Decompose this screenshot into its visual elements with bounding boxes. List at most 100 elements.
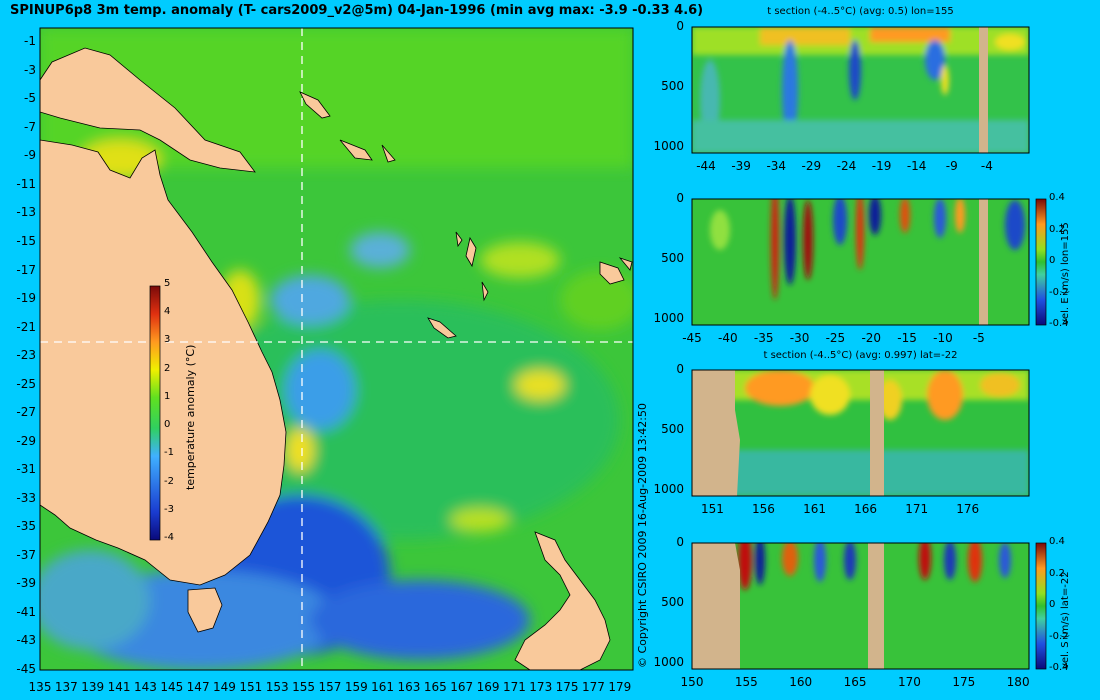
vel-s-lat-22-colorbar-tick: 0.2: [1049, 567, 1065, 579]
map-ytick: -21: [16, 319, 36, 334]
map-xtick: 177: [582, 680, 605, 694]
t-section-lat-22-ytick: 500: [661, 422, 684, 436]
vel-s-lat-22-xtick: 150: [680, 675, 704, 689]
vel-e-lon155-xtick: -20: [861, 331, 882, 345]
map-xtick: 171: [502, 680, 526, 694]
map-xtick: 143: [133, 680, 157, 694]
map-colorbar-tick: 3: [164, 334, 171, 346]
t2-land: [870, 370, 884, 496]
t1-land: [979, 27, 988, 153]
map-xtick: 149: [213, 680, 236, 694]
panel-vel-e-lon155: [691, 198, 1047, 326]
vel-s-colorbar: [1035, 542, 1047, 670]
vel-e-lon155-xtick: -5: [972, 331, 985, 345]
vel-e-lon155-colorbar-tick: 0.2: [1049, 223, 1065, 235]
t-section-lon155-xtick: -9: [945, 159, 958, 173]
t-section-lon155-ytick: 1000: [653, 139, 684, 153]
vel-e-lon155-colorbar-tick: 0: [1049, 255, 1056, 266]
t-section-lon155-ytick: 0: [676, 19, 684, 33]
map-ytick: -31: [16, 462, 36, 477]
map-colorbar-tick: 2: [164, 362, 171, 374]
vel-s-lat-22-xtick: 165: [843, 675, 867, 689]
map-colorbar-tick: 1: [164, 390, 171, 402]
australia: [40, 139, 287, 586]
t-section-lat-22-xtick: 171: [905, 502, 929, 516]
vel-s-lat-22-colorbar-tick: -0.2: [1049, 630, 1069, 642]
map-xtick: 153: [265, 680, 289, 694]
vel-s-lat-22-xtick: 155: [734, 675, 758, 689]
map-xtick: 169: [476, 680, 500, 694]
map-colorbar-tick: -1: [164, 447, 174, 459]
map-ytick: -3: [24, 62, 36, 77]
panel-t-section-lat-22: [691, 369, 1030, 497]
panel3-title: t section (-4..5°C) (avg: 0.997) lat=-22: [763, 350, 958, 361]
map-ytick: -41: [16, 604, 36, 619]
map-xtick: 159: [344, 680, 368, 694]
t-section-lat-22-ytick: 0: [676, 362, 684, 376]
map-xtick: 157: [318, 680, 342, 694]
map-xtick: 173: [529, 680, 553, 694]
map-colorbar-label: temperature anomaly (°C): [184, 344, 197, 490]
vel-s-lat-22-ytick: 0: [676, 535, 684, 549]
map-xtick: 139: [81, 680, 105, 694]
t-section-lon155-xtick: -19: [871, 159, 892, 173]
vel-s-lat-22-ytick: 1000: [653, 655, 684, 669]
new-zealand: [514, 531, 611, 670]
new-guinea: [40, 47, 256, 173]
map-ytick: -39: [16, 576, 36, 591]
copyright: © Copyright CSIRO 2009 16-Aug-2009 13:42…: [636, 402, 649, 668]
map-ytick: -25: [16, 376, 36, 391]
map-xtick: 147: [186, 680, 210, 694]
t-section-lon155-xtick: -4: [980, 159, 993, 173]
map-ytick: -45: [16, 662, 36, 676]
v1-land: [979, 199, 988, 325]
vel-e-lon155-ytick: 1000: [653, 311, 684, 325]
map-colorbar-tick: 4: [164, 306, 171, 318]
vel-e-lon155-xtick: -25: [825, 331, 846, 345]
vel-e-lon155-ytick: 0: [676, 191, 684, 205]
vel-e-lon155-xtick: -40: [718, 331, 738, 345]
map-ytick: -17: [16, 262, 36, 277]
map-colorbar-tick: 5: [164, 278, 171, 289]
map-ytick: -37: [16, 547, 36, 562]
map-colorbar: [149, 285, 161, 541]
map-ytick: -9: [24, 148, 36, 163]
vel-e-colorbar: [1035, 198, 1047, 326]
map-ytick: -33: [16, 490, 36, 505]
t-section-lat-22-xtick: 161: [803, 502, 826, 516]
map-frame: [39, 27, 634, 671]
vel-e-lon155-colorbar-tick: -0.4: [1049, 318, 1069, 329]
t-section-lon155-ytick: 500: [661, 79, 684, 93]
t-section-lat-22-xtick: 151: [700, 502, 724, 516]
t-section-lon155-xtick: -34: [766, 159, 787, 173]
vel-e-colorbar-label: vel. E (m/s) lon=155: [1060, 222, 1071, 325]
vel-s-colorbar-label: vel. S (m/s) lat=-22: [1060, 571, 1071, 669]
map-xtick: 145: [160, 680, 184, 694]
map-plot: [39, 27, 634, 671]
map-xtick: 155: [292, 680, 315, 694]
t-section-lon155-xtick: -39: [731, 159, 751, 173]
map-colorbar-tick: 0: [164, 419, 171, 431]
t-section-lat-22-xtick: 166: [854, 502, 878, 516]
figure-title: SPINUP6p8 3m temp. anomaly (T- cars2009_…: [10, 3, 704, 18]
panel1-title: t section (-4..5°C) (avg: 0.5) lon=155: [767, 6, 954, 17]
vel-e-lon155-xtick: -45: [682, 331, 702, 345]
vel-s-lat-22-colorbar-tick: 0.4: [1049, 536, 1065, 547]
map-ytick: -15: [16, 234, 36, 248]
vel-e-lon155-colorbar-tick: -0.2: [1049, 286, 1069, 298]
map-xtick: 175: [555, 680, 579, 694]
panel-vel-s-lat-22: [691, 542, 1047, 670]
vel-s-lat-22-xtick: 170: [897, 675, 921, 689]
t-section-lat-22-xtick: 156: [752, 502, 775, 516]
vel-e-lon155-colorbar-tick: 0.4: [1049, 192, 1065, 203]
t-section-lon155-xtick: -24: [836, 159, 857, 173]
map-ytick: -19: [16, 291, 36, 306]
map-xtick: 167: [450, 680, 474, 694]
vanuatu: [455, 231, 489, 302]
vel-s-lat-22-xtick: 175: [952, 675, 976, 689]
map-ytick: -43: [16, 633, 36, 648]
map-colorbar-tick: -2: [164, 475, 174, 487]
vel-e-lon155-xtick: -10: [933, 331, 953, 345]
map-colorbar-tick: -4: [164, 532, 174, 543]
v2-land-australia: [692, 543, 740, 669]
